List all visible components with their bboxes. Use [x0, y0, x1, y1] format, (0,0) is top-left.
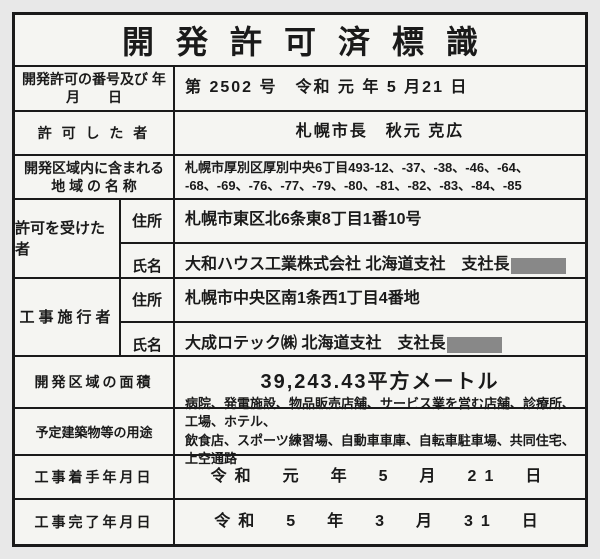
value-permittee-address: 札幌市東区北6条東8丁目1番10号: [175, 200, 585, 242]
row-use: 予定建築物等の用途 病院、発電施設、物品販売店舗、サービス業を営む店舗、診療所、…: [15, 409, 585, 456]
row-contractor: 工事施行者 住所 札幌市中央区南1条西1丁目4番地 氏名 大成ロテック㈱ 北海道…: [15, 279, 585, 358]
redacted-name: [447, 337, 502, 353]
label-permittee-address: 住所: [121, 200, 175, 242]
row-permittee: 許可を受けた者 住所 札幌市東区北6条東8丁目1番10号 氏名 大和ハウス工業株…: [15, 200, 585, 279]
label-contractor: 工事施行者: [15, 279, 121, 356]
value-use: 病院、発電施設、物品販売店舗、サービス業を営む店舗、診療所、工場、ホテル、 飲食…: [175, 409, 585, 454]
value-contractor-address: 札幌市中央区南1条西1丁目4番地: [175, 279, 585, 321]
row-start-date: 工事着手年月日 令和 元 年 5 月 21 日: [15, 456, 585, 500]
label-area: 開発区域の面積: [15, 357, 175, 407]
label-use: 予定建築物等の用途: [15, 409, 175, 454]
row-permitter: 許 可 し た 者 札幌市長 秋元 克広: [15, 112, 585, 156]
label-permittee: 許可を受けた者: [15, 200, 121, 277]
board-title: 開発許可済標識: [15, 15, 585, 67]
value-area-names: 札幌市厚別区厚別中央6丁目493-12、-37、-38、-46、-64、 -68…: [175, 156, 585, 198]
value-start-date: 令和 元 年 5 月 21 日: [175, 456, 585, 498]
label-area-names: 開発区域内に含まれる 地 域 の 名 称: [15, 156, 175, 198]
label-start-date: 工事着手年月日: [15, 456, 175, 498]
label-permitter: 許 可 し た 者: [15, 112, 175, 154]
row-permit-number: 開発許可の番号及び 年 月 日 第 2502 号 令和 元 年 5 月21 日: [15, 67, 585, 112]
row-area-names: 開発区域内に含まれる 地 域 の 名 称 札幌市厚別区厚別中央6丁目493-12…: [15, 156, 585, 200]
label-end-date: 工事完了年月日: [15, 500, 175, 544]
permit-sign-board: 開発許可済標識 開発許可の番号及び 年 月 日 第 2502 号 令和 元 年 …: [12, 12, 588, 547]
label-permit-number: 開発許可の番号及び 年 月 日: [15, 67, 175, 110]
label-contractor-address: 住所: [121, 279, 175, 321]
value-permitter: 札幌市長 秋元 克広: [175, 112, 585, 154]
value-end-date: 令和 5 年 3 月 31 日: [175, 500, 585, 544]
value-permit-number: 第 2502 号 令和 元 年 5 月21 日: [175, 67, 585, 110]
row-end-date: 工事完了年月日 令和 5 年 3 月 31 日: [15, 500, 585, 544]
redacted-name: [511, 258, 566, 274]
